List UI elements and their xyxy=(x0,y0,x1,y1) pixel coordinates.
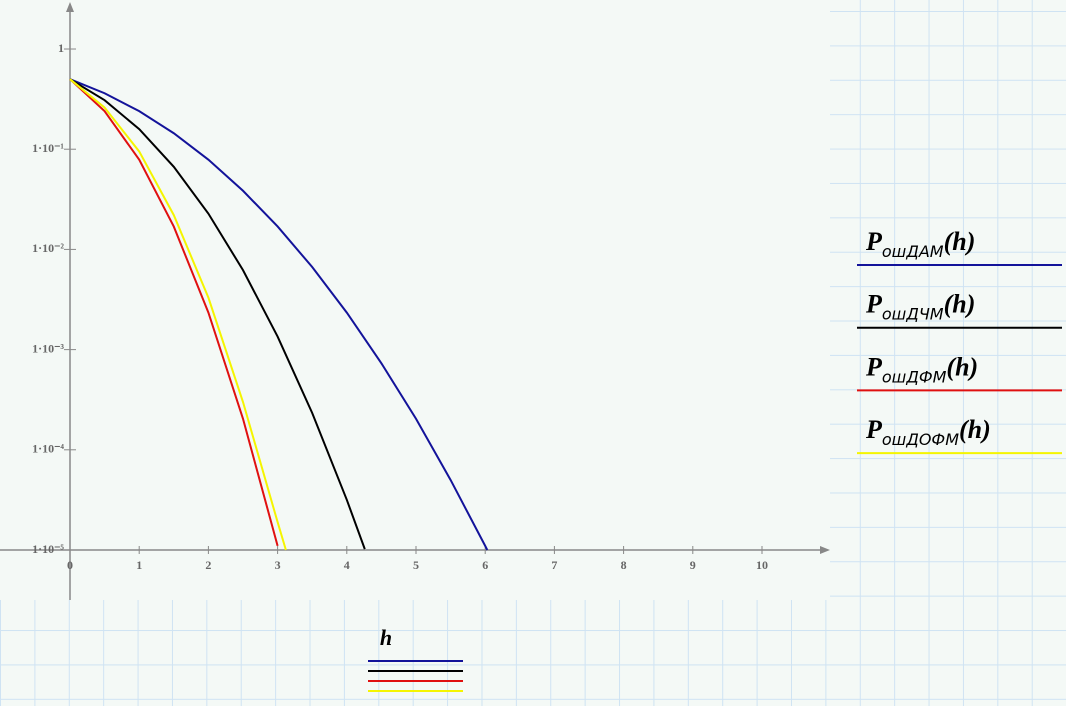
series-line xyxy=(69,78,489,551)
series-line xyxy=(69,78,366,550)
series-line xyxy=(69,78,279,547)
y-tick-label: 1·10⁻⁵ xyxy=(32,542,64,556)
y-tick-label: 1·10⁻¹ xyxy=(32,141,64,155)
x-tick-label: 1 xyxy=(136,558,142,572)
x-tick-label: 10 xyxy=(756,558,768,572)
x-tick-label: 9 xyxy=(690,558,696,572)
x-tick-label: 7 xyxy=(551,558,557,572)
y-axis-arrow xyxy=(66,2,74,12)
y-tick-label: 1·10⁻² xyxy=(32,241,64,255)
x-tick-label: 6 xyxy=(482,558,488,572)
legend-label: PошДОФМ(h) xyxy=(865,415,991,449)
y-tick-label: 1·10⁻⁴ xyxy=(32,442,64,456)
series-line xyxy=(69,78,287,551)
y-tick-label: 1 xyxy=(58,41,64,55)
x-axis-label: h xyxy=(380,625,392,650)
x-tick-label: 0 xyxy=(67,558,73,572)
x-tick-label: 2 xyxy=(205,558,211,572)
legend-label: PошДАМ(h) xyxy=(865,227,975,261)
x-tick-label: 8 xyxy=(621,558,627,572)
legend-label: PошДЧМ(h) xyxy=(865,290,975,324)
y-tick-label: 1·10⁻³ xyxy=(32,341,64,355)
x-axis-arrow xyxy=(820,546,830,554)
plot-area xyxy=(0,0,830,600)
x-tick-label: 4 xyxy=(344,558,350,572)
legend-label: PошДФМ(h) xyxy=(865,352,978,386)
x-tick-label: 3 xyxy=(275,558,281,572)
x-tick-label: 5 xyxy=(413,558,419,572)
